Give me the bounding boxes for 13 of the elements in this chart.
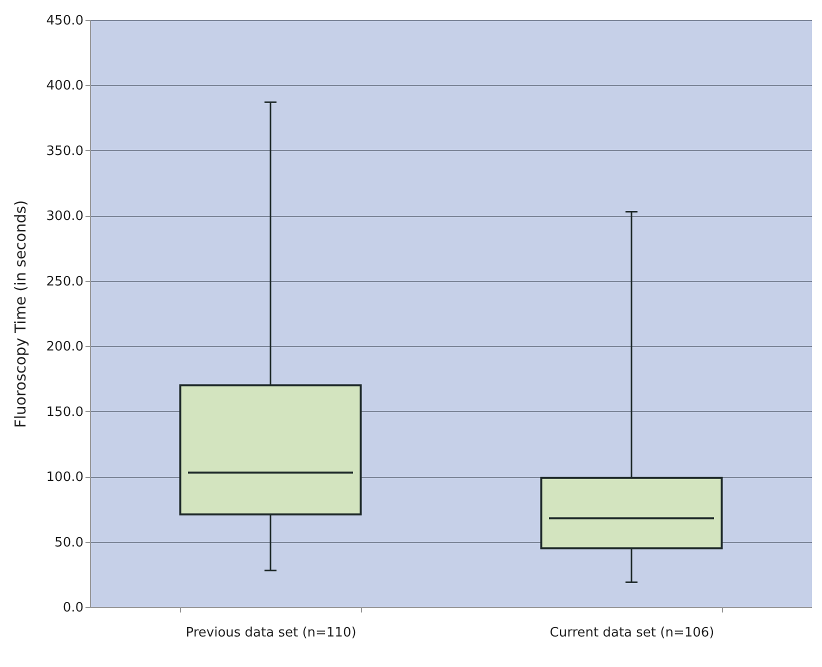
y-axis-title: Fluoroscopy Time (in seconds) <box>11 200 30 428</box>
y-tick-label: 450.0 <box>46 14 84 28</box>
y-tick-label: 250.0 <box>46 274 84 290</box>
y-tick-label: 300.0 <box>46 209 84 224</box>
y-tick-label: 0.0 <box>62 600 84 616</box>
y-tick-label: 400.0 <box>46 78 84 94</box>
y-tick-label: 200.0 <box>46 340 84 355</box>
x-tick-label: Previous data set (n=110) <box>186 626 356 640</box>
y-tick-label: 350.0 <box>46 144 84 159</box>
x-tick-label: Current data set (n=106) <box>550 626 714 640</box>
y-tick-label: 100.0 <box>46 470 84 486</box>
y-tick-label: 50.0 <box>54 535 84 550</box>
y-tick-label: 150.0 <box>46 404 84 420</box>
